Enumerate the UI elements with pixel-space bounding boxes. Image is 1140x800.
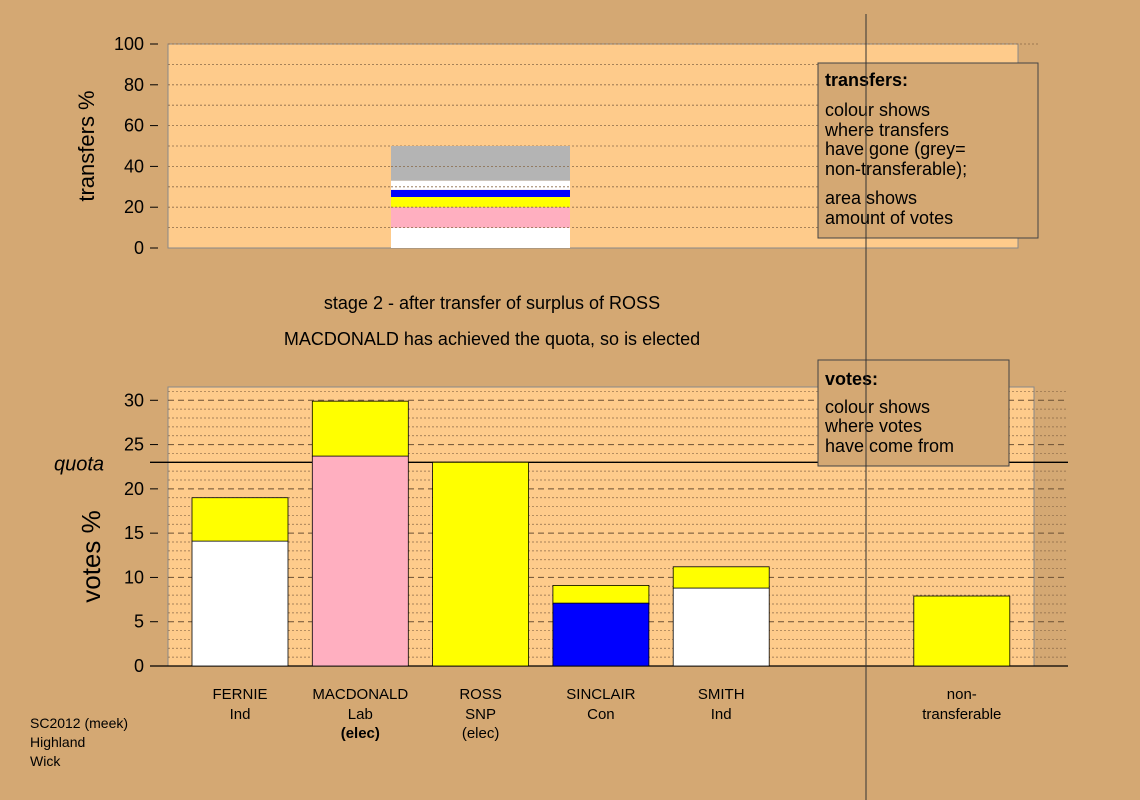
votes-y-tick-label: 20 bbox=[124, 479, 144, 499]
candidate-party-label: Ind bbox=[711, 706, 732, 723]
vote-bar-segment bbox=[311, 400, 409, 457]
candidate-name-label: FERNIE bbox=[212, 686, 267, 703]
transfer-segment-nontransferable bbox=[391, 146, 570, 181]
transfers-legend-line: amount of votes bbox=[825, 208, 953, 228]
vote-bar-segment bbox=[191, 540, 289, 667]
transfers-legend-title: transfers: bbox=[825, 70, 908, 90]
transfers-legend-box bbox=[817, 62, 1039, 239]
transfer-segment-smith bbox=[391, 180, 570, 190]
vote-bar-segment bbox=[432, 461, 530, 667]
transfers-legend-line: colour shows bbox=[825, 100, 930, 120]
candidate-party-label: Lab bbox=[348, 706, 373, 723]
transfers-y-tick-label: 20 bbox=[124, 197, 144, 217]
vote-bar-segment bbox=[191, 497, 289, 542]
transfers-y-tick-label: 0 bbox=[134, 238, 144, 258]
candidate-status-label: (elec) bbox=[341, 725, 380, 742]
votes-legend-line: colour shows bbox=[825, 397, 930, 417]
footer-line-3: Wick bbox=[30, 753, 61, 769]
candidate-party-label: Ind bbox=[230, 706, 251, 723]
vote-bar-segment bbox=[552, 602, 650, 667]
votes-legend-line: have come from bbox=[825, 436, 954, 456]
transfers-legend-line: where transfers bbox=[824, 120, 949, 140]
transfers-y-tick-label: 60 bbox=[124, 116, 144, 136]
votes-y-tick-label: 25 bbox=[124, 435, 144, 455]
transfers-chart: 0 20 40 60 80 100 transfers % transfers: colour … bbox=[74, 34, 1040, 258]
transfers-legend-line: area shows bbox=[825, 188, 917, 208]
candidate-party-label: SNP bbox=[465, 706, 496, 723]
candidate-party-label: Con bbox=[587, 706, 615, 723]
quota-label: quota bbox=[54, 453, 104, 475]
transfers-legend-line: have gone (grey= bbox=[825, 139, 966, 159]
transfer-segment-ross bbox=[391, 197, 570, 208]
votes-y-tick-label: 15 bbox=[124, 523, 144, 543]
transfer-segment-fernie bbox=[391, 227, 570, 248]
vote-bar-segment bbox=[672, 587, 770, 667]
vote-bar-segment bbox=[672, 566, 770, 589]
transfer-segment-macdonald bbox=[391, 207, 570, 228]
candidate-name-label: MACDONALD bbox=[312, 686, 408, 703]
candidate-name-label: SMITH bbox=[698, 686, 745, 703]
votes-y-tick-label: 5 bbox=[134, 612, 144, 632]
candidate-name-label: SINCLAIR bbox=[566, 686, 635, 703]
transfers-y-axis-label: transfers % bbox=[74, 90, 99, 201]
transfers-y-tick-label: 100 bbox=[114, 34, 144, 54]
vote-bar-segment bbox=[552, 585, 650, 604]
candidate-status-label: (elec) bbox=[462, 725, 500, 742]
votes-legend-line: where votes bbox=[824, 416, 922, 436]
votes-y-axis-label: votes % bbox=[76, 510, 106, 603]
elected-caption: MACDONALD has achieved the quota, so is … bbox=[284, 329, 700, 349]
footer-line-2: Highland bbox=[30, 734, 85, 750]
transfer-segment-sinclair bbox=[391, 189, 570, 197]
vote-bar-segment bbox=[311, 455, 409, 667]
transfers-y-tick-label: 80 bbox=[124, 75, 144, 95]
vote-bar-segment bbox=[913, 595, 1011, 667]
transfers-legend-line: non-transferable); bbox=[825, 159, 967, 179]
votes-legend-title: votes: bbox=[825, 369, 878, 389]
transfers-y-tick-label: 40 bbox=[124, 156, 144, 176]
votes-chart: 0 5 10 15 20 25 30 votes % quota FERNIE Ind MACDONA… bbox=[54, 359, 1068, 742]
candidate-name-label: non- bbox=[947, 686, 977, 703]
votes-y-tick-label: 30 bbox=[124, 390, 144, 410]
votes-legend-box bbox=[817, 359, 1010, 467]
candidate-name-label: ROSS bbox=[459, 686, 502, 703]
footer-line-1: SC2012 (meek) bbox=[30, 715, 128, 731]
stage-caption: stage 2 - after transfer of surplus of R… bbox=[324, 293, 660, 313]
candidate-party-label: transferable bbox=[922, 706, 1001, 723]
votes-y-tick-label: 10 bbox=[124, 567, 144, 587]
votes-y-tick-label: 0 bbox=[134, 656, 144, 676]
